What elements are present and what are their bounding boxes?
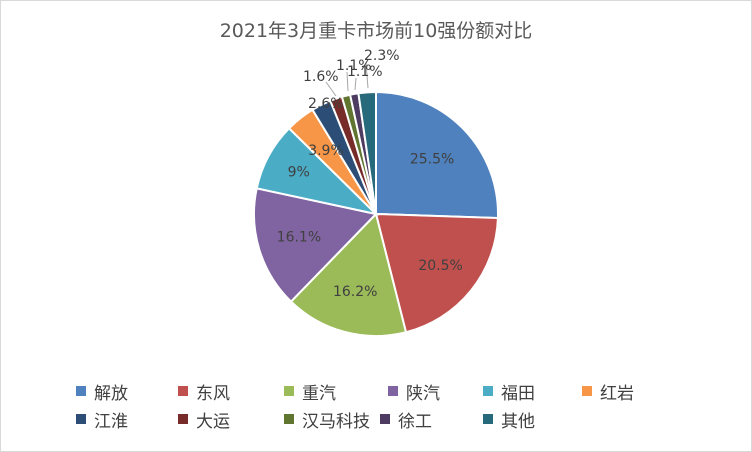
legend-label: 重汽 (302, 383, 336, 404)
data-label-0: 25.5% (410, 152, 454, 168)
legend-swatch (178, 386, 188, 396)
legend-swatch (284, 386, 294, 396)
leader-line-8 (346, 71, 349, 92)
legend-label: 其他 (501, 411, 535, 432)
legend-swatch (380, 414, 390, 424)
pie-slice-0 (375, 90, 499, 220)
legend-swatch (483, 414, 493, 424)
data-label-4: 9% (288, 164, 310, 180)
legend-label: 江淮 (94, 411, 128, 432)
legend-item-10: 其他 (483, 408, 535, 432)
legend-label: 解放 (94, 383, 128, 404)
leader-line-9 (354, 77, 357, 91)
pie-slice-10 (357, 90, 377, 215)
data-label-2: 16.2% (333, 284, 377, 300)
legend-label: 东风 (196, 383, 230, 404)
data-label-7: 1.6% (303, 69, 339, 85)
legend-swatch (388, 386, 398, 396)
data-label-6: 2.6% (308, 96, 344, 112)
legend-label: 徐工 (398, 411, 432, 432)
data-label-1: 20.5% (418, 258, 462, 274)
legend-item-4: 福田 (483, 380, 535, 404)
leader-line-7 (325, 81, 337, 97)
legend-item-1: 东风 (178, 380, 230, 404)
legend-item-8: 汉马科技 (284, 408, 370, 432)
legend-swatch (76, 414, 86, 424)
legend-item-5: 红岩 (582, 380, 634, 404)
data-label-9: 1.1% (347, 64, 383, 80)
legend-item-6: 江淮 (76, 408, 128, 432)
legend-swatch (284, 414, 294, 424)
pie-slice-1 (374, 212, 499, 334)
legend-label: 大运 (196, 411, 230, 432)
data-label-5: 3.9% (308, 143, 344, 159)
legend-label: 福田 (501, 383, 535, 404)
chart-title: 2021年3月重卡市场前10强份额对比 (219, 20, 533, 42)
legend-label: 汉马科技 (302, 411, 370, 432)
legend-label: 红岩 (600, 383, 634, 404)
data-label-8: 1.1% (336, 58, 372, 74)
legend-item-2: 重汽 (284, 380, 336, 404)
data-label-10: 2.3% (364, 48, 400, 64)
legend-item-0: 解放 (76, 380, 128, 404)
pie-slice-2 (289, 212, 408, 337)
legend-item-3: 陕汽 (388, 380, 440, 404)
legend-swatch (582, 386, 592, 396)
legend-swatch (483, 386, 493, 396)
pie-slice-3 (253, 187, 378, 303)
data-label-3: 16.1% (277, 229, 321, 245)
legend-label: 陕汽 (406, 383, 440, 404)
legend-item-7: 大运 (178, 408, 230, 432)
leader-line-10 (365, 62, 369, 89)
legend-swatch (178, 414, 188, 424)
legend-swatch (76, 386, 86, 396)
legend-item-9: 徐工 (380, 408, 432, 432)
